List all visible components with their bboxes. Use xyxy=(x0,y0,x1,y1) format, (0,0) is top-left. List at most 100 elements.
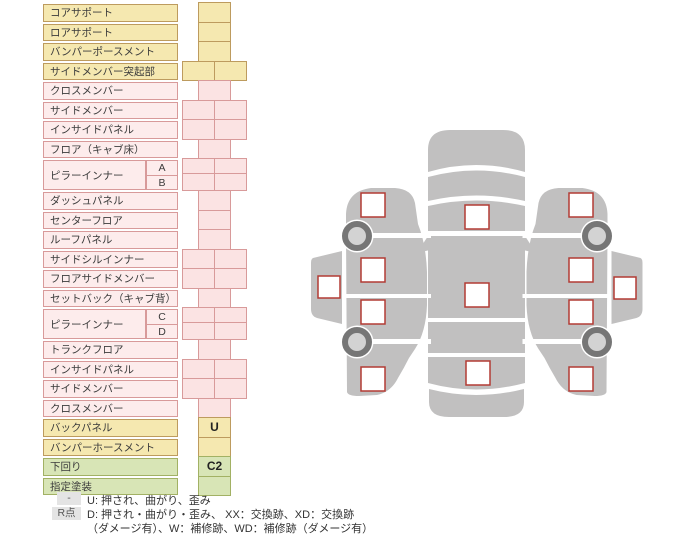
wheel-icon xyxy=(582,221,612,251)
damage-cell[interactable] xyxy=(182,248,215,269)
part-label: サイドシルインナー xyxy=(43,250,178,268)
part-label: コアサポート xyxy=(43,4,178,22)
separator xyxy=(343,233,431,238)
damage-cell[interactable] xyxy=(198,138,231,159)
side-body xyxy=(526,188,608,396)
damage-cell[interactable]: C2 xyxy=(198,456,231,477)
part-label: 指定塗装 xyxy=(43,477,178,495)
damage-cell[interactable] xyxy=(214,322,247,340)
wheel-icon xyxy=(342,221,372,251)
part-label: クロスメンバー xyxy=(43,82,178,100)
damage-cell[interactable] xyxy=(198,229,231,250)
part-label: 下回り xyxy=(43,458,178,476)
check-square[interactable] xyxy=(464,282,490,308)
part-label: バンパーホースメント xyxy=(43,438,178,456)
part-label: フロア（キャブ床） xyxy=(43,140,178,158)
hood-segment xyxy=(428,130,525,172)
cowl-segment xyxy=(428,170,525,201)
diagram-overlays xyxy=(317,192,637,392)
damage-cell[interactable] xyxy=(198,80,231,101)
damage-cell[interactable] xyxy=(214,248,247,269)
damage-cell[interactable] xyxy=(214,378,247,399)
part-label: ダッシュパネル xyxy=(43,192,178,210)
check-square[interactable] xyxy=(360,257,386,283)
part-label: バックパネル xyxy=(43,419,178,437)
pillar-section-label: C xyxy=(146,309,178,325)
part-label: サイドメンバー突起部 xyxy=(43,62,178,80)
damage-cell[interactable] xyxy=(198,2,231,23)
check-square[interactable] xyxy=(465,360,491,386)
damage-cell[interactable] xyxy=(182,358,215,379)
check-square[interactable] xyxy=(360,299,386,325)
check-square[interactable] xyxy=(568,299,594,325)
trunk-segment xyxy=(429,389,524,417)
part-label: ピラーインナー xyxy=(43,160,146,190)
damage-cell[interactable] xyxy=(182,378,215,399)
damage-cell[interactable] xyxy=(198,21,231,42)
wheel-icon xyxy=(342,327,372,357)
damage-cell[interactable] xyxy=(198,436,231,457)
part-label: クロスメンバー xyxy=(43,399,178,417)
part-label: サイドメンバー xyxy=(43,380,178,398)
pillar-section-label: D xyxy=(146,324,178,339)
damage-cell[interactable] xyxy=(182,173,215,191)
legend-text-codes-line2: （ダメージ有）、W：補修跡、WD：補修跡（ダメージ有） xyxy=(87,523,374,535)
separator xyxy=(522,294,611,298)
wheel-icon xyxy=(582,327,612,357)
damage-cell[interactable] xyxy=(214,119,247,140)
pillar-section-label: B xyxy=(146,175,178,190)
check-square[interactable] xyxy=(568,257,594,283)
damage-cell[interactable] xyxy=(182,119,215,140)
damage-cell[interactable] xyxy=(198,209,231,230)
part-label: バンパーポースメント xyxy=(43,43,178,61)
check-square[interactable] xyxy=(360,192,386,218)
legend-badge-rpoint: R点 xyxy=(52,507,81,520)
damage-cell[interactable] xyxy=(214,358,247,379)
damage-cell[interactable] xyxy=(214,60,247,81)
check-square[interactable] xyxy=(360,366,386,392)
side-body xyxy=(346,188,427,396)
damage-cell[interactable] xyxy=(198,339,231,360)
damage-cell[interactable] xyxy=(198,190,231,211)
part-label: センターフロア xyxy=(43,211,178,229)
damage-cell[interactable] xyxy=(182,60,215,81)
damage-cell[interactable] xyxy=(182,307,215,323)
rear-roof-segment xyxy=(428,322,525,353)
part-label: ルーフパネル xyxy=(43,231,178,249)
damage-cell[interactable] xyxy=(214,99,247,120)
damage-cell[interactable] xyxy=(198,475,231,496)
legend-badge-dash: - xyxy=(57,492,81,505)
check-square[interactable] xyxy=(613,276,637,300)
pillar-section-label: A xyxy=(146,160,178,176)
car-diagram xyxy=(311,130,643,417)
check-square[interactable] xyxy=(568,192,594,218)
damage-cell[interactable] xyxy=(214,173,247,191)
part-label: サイドメンバー xyxy=(43,101,178,119)
damage-cell[interactable] xyxy=(198,397,231,418)
damage-cell[interactable] xyxy=(182,322,215,340)
part-label: セットバック（キャブ背） xyxy=(43,289,178,307)
part-label: トランクフロア xyxy=(43,341,178,359)
check-square[interactable] xyxy=(568,366,594,392)
part-label: インサイドパネル xyxy=(43,360,178,378)
separator xyxy=(522,233,611,238)
separator xyxy=(522,339,611,344)
check-square[interactable] xyxy=(317,275,341,299)
damage-cell[interactable] xyxy=(214,158,247,174)
part-label: フロアサイドメンバー xyxy=(43,270,178,288)
damage-cell[interactable] xyxy=(198,287,231,308)
damage-cell[interactable] xyxy=(198,41,231,62)
damage-cell[interactable] xyxy=(182,99,215,120)
legend-text-u: U: 押され、曲がり、歪み xyxy=(87,495,211,507)
part-label: ロアサポート xyxy=(43,23,178,41)
damage-cell[interactable] xyxy=(182,268,215,289)
damage-cell[interactable]: U xyxy=(198,417,231,438)
separator xyxy=(343,294,431,298)
damage-cell[interactable] xyxy=(214,268,247,289)
damage-cell[interactable] xyxy=(214,307,247,323)
damage-cell[interactable] xyxy=(182,158,215,174)
check-square[interactable] xyxy=(464,204,490,230)
part-label: インサイドパネル xyxy=(43,121,178,139)
part-label: ピラーインナー xyxy=(43,309,146,339)
